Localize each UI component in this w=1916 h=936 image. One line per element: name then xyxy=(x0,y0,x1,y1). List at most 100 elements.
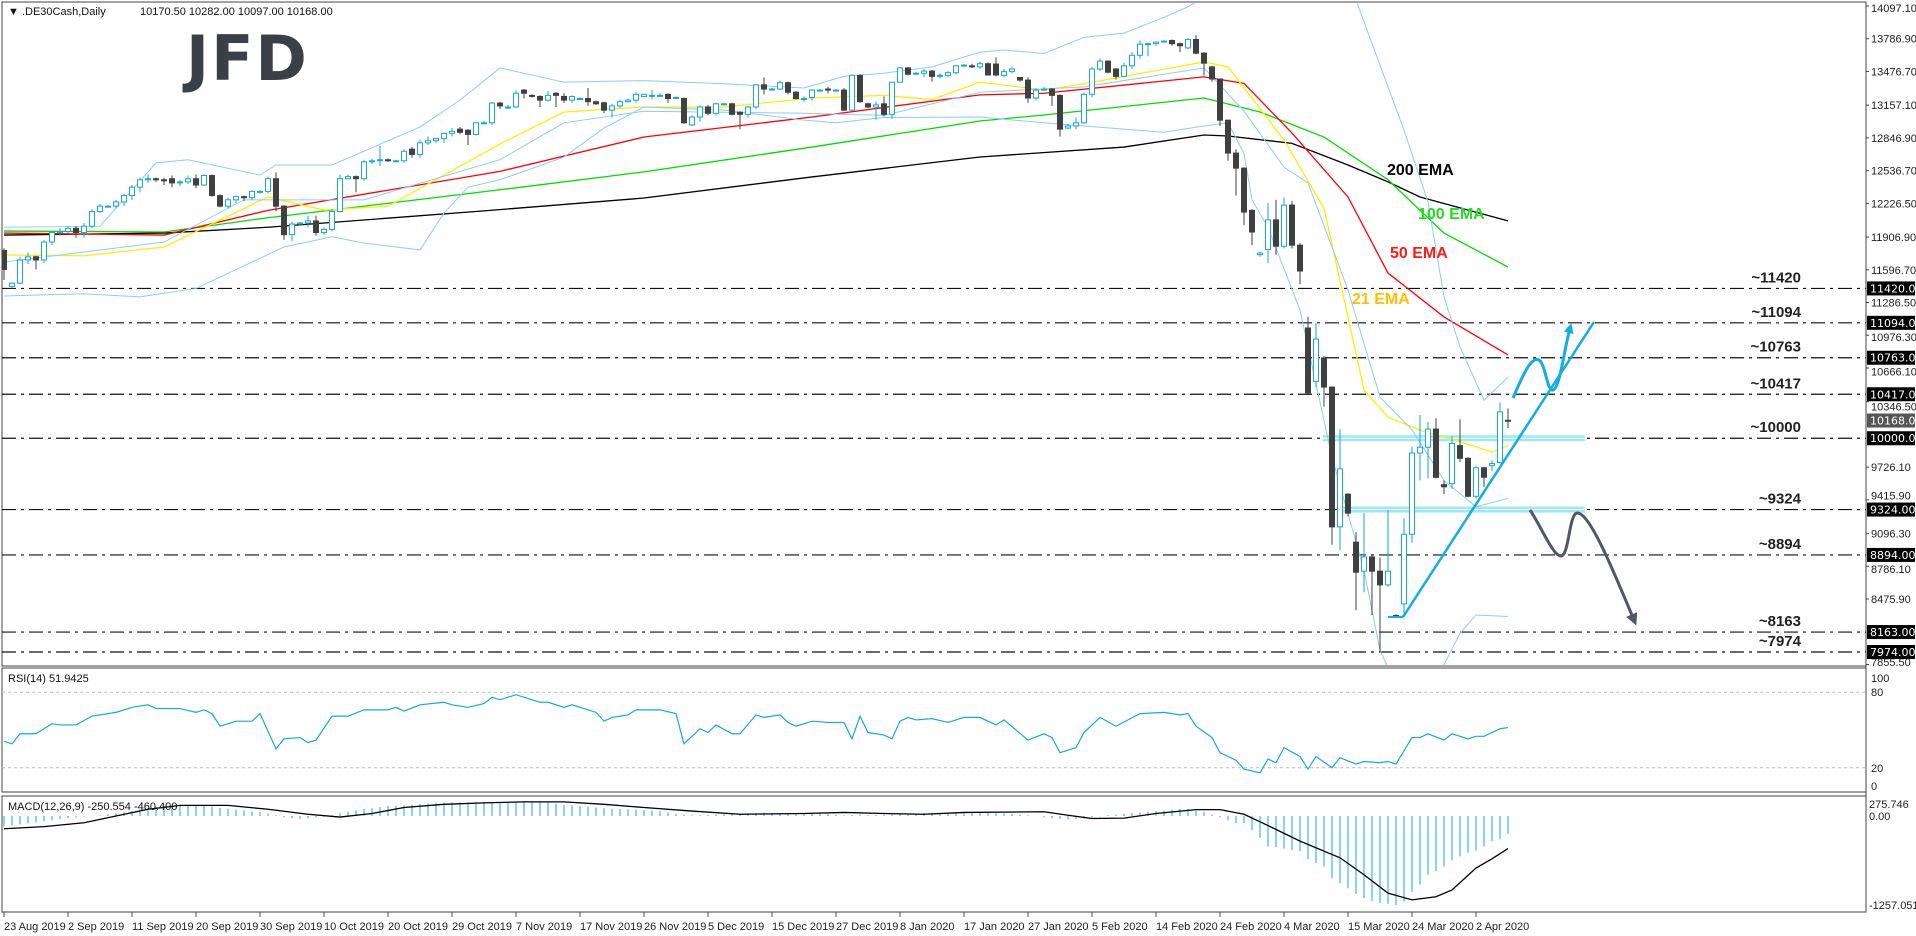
level-price-tag-text: 10763.00 xyxy=(1870,352,1916,365)
candle xyxy=(641,93,647,97)
candle xyxy=(377,146,383,167)
candle xyxy=(833,89,839,92)
date-tick-label: 27 Jan 2020 xyxy=(1028,921,1089,933)
candle xyxy=(913,72,919,75)
candle xyxy=(921,68,927,78)
candle xyxy=(961,64,967,67)
candle xyxy=(929,70,935,82)
candle xyxy=(529,94,535,98)
annotation-21-ema: 21 EMA xyxy=(1352,291,1410,308)
level-price-tag xyxy=(1867,547,1915,562)
candle-body xyxy=(665,93,671,100)
bullish-path-arrow[interactable] xyxy=(1511,323,1574,399)
candle-body xyxy=(769,88,775,91)
candle-body xyxy=(2,249,7,270)
bearish-path-arrow[interactable] xyxy=(1528,509,1638,626)
level-lines: ~11420 ~11094 ~10763 ~10417 ~10000 ~9324 ~8894… xyxy=(2,269,1866,653)
candle xyxy=(193,174,199,189)
candle-body xyxy=(529,94,535,97)
level-label: ~10417 xyxy=(1751,375,1801,392)
candle-body xyxy=(1361,556,1367,572)
candle xyxy=(41,239,47,264)
rsi-line xyxy=(3,694,1509,774)
candle-body xyxy=(697,106,703,118)
candle-body xyxy=(289,223,295,236)
candle xyxy=(577,97,583,101)
price-tick-label: 9415.90 xyxy=(1871,491,1911,503)
candle-body xyxy=(1441,484,1447,488)
candle-body xyxy=(1409,452,1415,535)
candle-body xyxy=(809,89,815,98)
candle-body xyxy=(57,230,63,234)
level-price-tag xyxy=(1867,431,1915,446)
candle xyxy=(841,87,847,112)
candle-body xyxy=(817,89,823,92)
candle-body xyxy=(1497,411,1503,464)
candle xyxy=(1249,209,1255,246)
candle xyxy=(1449,436,1455,489)
candle-body xyxy=(929,70,935,77)
candle xyxy=(129,185,135,200)
candle xyxy=(1345,493,1351,517)
rsi-tick-label: 0 xyxy=(1871,781,1877,793)
candle xyxy=(497,101,503,110)
date-tick-label: 23 Aug 2019 xyxy=(4,921,66,933)
candle xyxy=(969,63,975,68)
candle-body xyxy=(777,82,783,90)
candle xyxy=(1241,167,1247,226)
candle-body xyxy=(505,106,511,109)
candle xyxy=(441,132,447,143)
candle-body xyxy=(945,72,951,76)
level-price-tag-text: 10000.00 xyxy=(1870,432,1916,445)
candle-body xyxy=(113,201,119,207)
candle-body xyxy=(937,74,943,77)
candle-body xyxy=(249,190,255,199)
candle-body xyxy=(17,259,23,284)
candle xyxy=(105,205,111,208)
candle-body xyxy=(905,67,911,75)
candle-body xyxy=(369,160,375,163)
candle-body xyxy=(1073,122,1079,127)
candle-body xyxy=(481,122,487,125)
candle xyxy=(25,252,31,265)
price-tick-label: 12226.50 xyxy=(1871,198,1916,210)
candle-body xyxy=(361,161,367,180)
candle xyxy=(1217,78,1223,126)
date-tick-label: 8 Jan 2020 xyxy=(900,921,954,933)
candle xyxy=(265,176,271,194)
candle-body xyxy=(81,225,87,234)
candle-body xyxy=(689,116,695,126)
candle-body xyxy=(1249,209,1255,233)
rsi-series xyxy=(2,691,1866,774)
candle xyxy=(617,99,623,109)
candle xyxy=(161,177,167,186)
candle xyxy=(1369,555,1375,615)
candle xyxy=(1225,119,1231,161)
candle-body xyxy=(601,102,607,111)
candle xyxy=(81,223,87,238)
candle-body xyxy=(321,228,327,234)
candle xyxy=(473,122,479,136)
candle xyxy=(57,228,63,236)
candle-body xyxy=(1169,40,1175,45)
candle-body xyxy=(449,130,455,134)
candle-body xyxy=(105,205,111,208)
candle-body xyxy=(1337,468,1343,528)
candle xyxy=(505,104,511,110)
candle xyxy=(1009,66,1015,74)
candle xyxy=(625,98,631,103)
symbol-label[interactable]: ▼ .DE30Cash,Daily xyxy=(8,6,106,18)
candle xyxy=(777,80,783,91)
date-tick-label: 2 Apr 2020 xyxy=(1476,921,1529,933)
date-tick-label: 17 Jan 2020 xyxy=(964,921,1025,933)
candle xyxy=(809,89,815,101)
candle-body xyxy=(889,81,895,115)
price-tick-label: 7855.50 xyxy=(1871,657,1911,669)
candle-body xyxy=(953,65,959,74)
date-tick-label: 24 Mar 2020 xyxy=(1412,921,1474,933)
candle xyxy=(1457,419,1463,462)
candle-body xyxy=(841,89,847,111)
candle-body xyxy=(41,241,47,261)
candle xyxy=(1417,415,1423,481)
